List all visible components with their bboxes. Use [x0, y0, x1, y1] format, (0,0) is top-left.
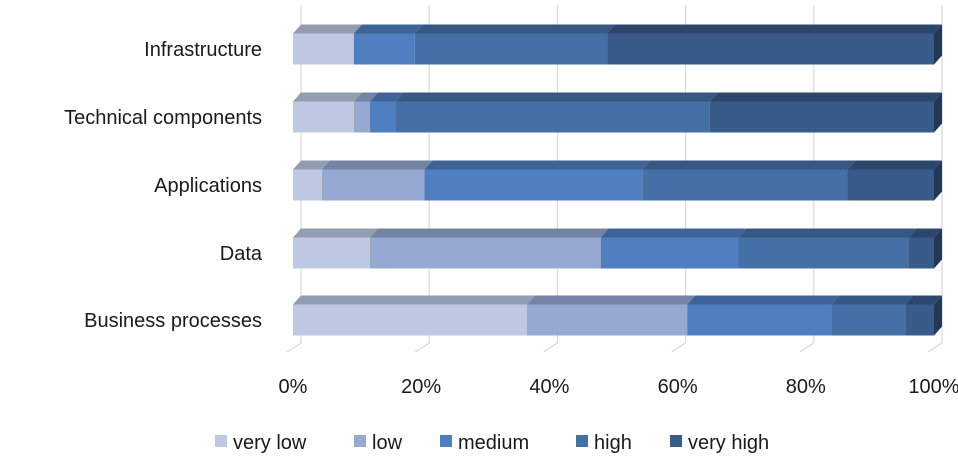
legend-item: low	[354, 432, 403, 454]
category-label: Business processes	[84, 310, 262, 332]
bar-row	[293, 160, 942, 201]
bar-segment-top	[293, 92, 362, 102]
x-tick-label: 0%	[279, 376, 308, 398]
bar-segment	[424, 169, 643, 201]
bar-segment	[600, 237, 739, 269]
legend-label: very high	[688, 432, 769, 454]
bar-segment-top	[905, 295, 942, 305]
bar-segment	[687, 304, 832, 336]
x-tick-label: 40%	[529, 376, 569, 398]
bar-segment-top	[293, 24, 362, 34]
bar-segment-top	[908, 228, 942, 238]
gridline-floor	[286, 342, 302, 353]
bar-segment-side	[934, 160, 942, 201]
legend-label: low	[372, 432, 403, 454]
bar-segment-top	[642, 160, 856, 170]
bar-segment	[526, 304, 688, 336]
bar-row	[293, 24, 942, 65]
bar-segment	[293, 304, 527, 336]
gridline-floor	[927, 342, 943, 353]
category-label: Data	[220, 243, 263, 265]
bar-segment	[293, 169, 322, 201]
bar-segment-top	[687, 295, 840, 305]
bar-segment-top	[738, 228, 917, 238]
bar-segment-side	[934, 228, 942, 269]
bar-segment-top	[321, 160, 433, 170]
x-tick-label: 100%	[908, 376, 958, 398]
bar-segment	[642, 169, 848, 201]
bar-row	[293, 228, 942, 269]
bar-segment	[293, 101, 354, 133]
gridline-floor	[414, 342, 430, 353]
bar-segment	[607, 33, 934, 65]
bar-row	[293, 92, 942, 133]
legend-swatch	[354, 435, 366, 447]
x-tick-label: 20%	[401, 376, 441, 398]
bar-segment	[908, 237, 934, 269]
bar-segment	[905, 304, 934, 336]
bar-segment	[395, 101, 710, 133]
bar-segment	[321, 169, 425, 201]
bar-segment-top	[831, 295, 914, 305]
gridline-floor	[799, 342, 815, 353]
legend-swatch	[670, 435, 682, 447]
bar-segment-top	[293, 295, 535, 305]
bar-segment	[709, 101, 934, 133]
legend-item: very low	[215, 432, 307, 454]
bar-segment-top	[600, 228, 747, 238]
legend-item: very high	[670, 432, 769, 454]
bar-segment	[831, 304, 906, 336]
legend-item: medium	[440, 432, 529, 454]
bar-segment	[293, 33, 354, 65]
x-tick-labels: 0% 20% 40% 60% 80% 100%	[279, 376, 958, 398]
bars	[293, 24, 942, 336]
bar-row	[293, 295, 942, 336]
bar-segment-top	[353, 92, 378, 102]
bar-segment	[847, 169, 934, 201]
bar-segment-top	[369, 92, 404, 102]
category-label: Infrastructure	[144, 39, 262, 61]
bar-segment	[414, 33, 608, 65]
gridline-floor	[671, 342, 686, 353]
bar-segment-top	[369, 228, 609, 238]
bar-segment-side	[934, 24, 942, 65]
bar-segment-top	[847, 160, 942, 170]
bar-segment-side	[934, 295, 942, 336]
bar-segment	[369, 101, 396, 133]
legend-item: high	[576, 432, 632, 454]
bar-segment	[353, 101, 370, 133]
bar-segment	[293, 237, 370, 269]
x-tick-label: 60%	[658, 376, 698, 398]
bar-segment-side	[934, 92, 942, 133]
bar-segment	[738, 237, 909, 269]
legend-swatch	[440, 435, 452, 447]
bar-segment-top	[414, 24, 616, 34]
bar-segment-top	[293, 160, 330, 170]
category-labels: Infrastructure Technical components Applic…	[64, 39, 263, 332]
bar-segment	[353, 33, 415, 65]
category-label: Applications	[154, 175, 262, 197]
bar-segment-top	[607, 24, 942, 34]
bar-segment-top	[395, 92, 718, 102]
bar-segment-top	[709, 92, 942, 102]
legend-label: high	[594, 432, 632, 454]
gridline-floor	[543, 342, 558, 353]
bar-segment-top	[353, 24, 423, 34]
legend-swatch	[215, 435, 227, 447]
legend-swatch	[576, 435, 588, 447]
legend-label: medium	[458, 432, 529, 454]
bar-segment-top	[293, 228, 378, 238]
legend: very low low medium high very high	[215, 432, 769, 454]
bar-segment-top	[424, 160, 651, 170]
bar-segment	[369, 237, 601, 269]
bar-segment-top	[526, 295, 696, 305]
legend-label: very low	[233, 432, 307, 454]
category-label: Technical components	[64, 107, 262, 129]
x-tick-label: 80%	[786, 376, 826, 398]
